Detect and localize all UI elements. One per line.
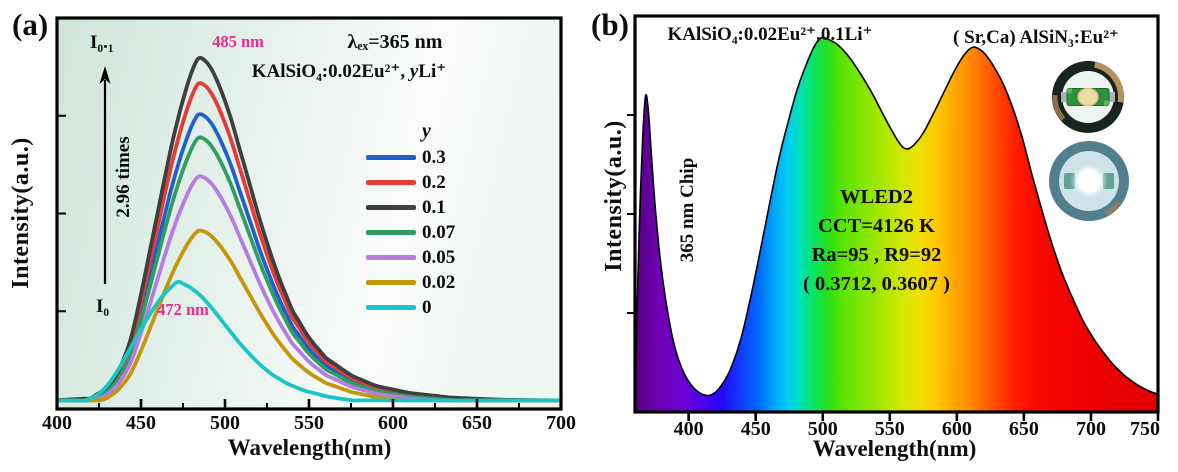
peak-472nm-annotation: 472 nm xyxy=(157,300,209,319)
legend-swatch xyxy=(366,280,416,285)
panel-b-x-axis-title: Wavelength(nm) xyxy=(812,436,977,461)
legend-item: 0.3 xyxy=(366,145,455,170)
uv-chip-label: 365 nm Chip xyxy=(677,157,699,263)
x-tick-label: 600 xyxy=(378,412,408,434)
compound-formula-text: KAlSiO₄:0.02Eu²⁺, yLi⁺ xyxy=(246,61,452,83)
panel-a-y-axis-title: Intensity(a.u.) xyxy=(8,137,35,289)
legend-item: 0.07 xyxy=(366,220,455,245)
legend-label: 0.05 xyxy=(422,246,456,268)
panel-b-plot xyxy=(627,14,1160,421)
x-tick-label: 650 xyxy=(462,412,492,434)
legend-label: 0.1 xyxy=(422,196,446,218)
panel-a-frame xyxy=(55,16,563,411)
x-tick-label: 700 xyxy=(546,412,576,434)
wled-cct: CCT=4126 K xyxy=(817,215,936,237)
legend-swatch xyxy=(366,180,416,185)
compound-prefix: KAlSiO₄:0.02Eu²⁺, xyxy=(251,61,410,82)
x-tick-label: 500 xyxy=(210,412,240,434)
legend-label: 0.2 xyxy=(422,171,446,193)
x-tick-label: 400 xyxy=(42,412,72,434)
compound-y: y xyxy=(409,61,419,82)
compound-suffix: Li⁺ xyxy=(418,61,447,82)
wled-off-photo xyxy=(1052,61,1124,133)
wled-spectrum-area xyxy=(635,37,1158,412)
red-phosphor-label: ( Sr,Ca) AlSiN₃:Eu²⁺ xyxy=(953,27,1119,48)
legend-item: 0.2 xyxy=(366,170,455,195)
legend-label: 0.3 xyxy=(422,146,446,168)
x-tick-label: 600 xyxy=(941,418,972,440)
intensity-I01-label: I₀.₁ xyxy=(90,32,114,53)
wled-on-photo xyxy=(1049,141,1129,221)
wled-info-block: WLED2 CCT=4126 K Ra=95 , R9=92 ( 0.3712,… xyxy=(754,183,999,299)
x-tick-label: 400 xyxy=(673,418,704,440)
enhancement-arrow xyxy=(99,66,111,284)
x-tick-label: 550 xyxy=(874,418,905,440)
panel-a-label: (a) xyxy=(12,7,49,42)
legend-swatch xyxy=(366,255,416,260)
x-tick-label: 650 xyxy=(1008,418,1039,440)
panel-a-x-axis-title: Wavelength(nm) xyxy=(227,435,392,460)
wled-cri: Ra=95 , R9=92 xyxy=(811,244,942,266)
panel-a-plot xyxy=(55,16,563,411)
wled-spectrum-outline xyxy=(635,36,1158,397)
x-tick-label: 450 xyxy=(126,412,156,434)
legend-item: 0.02 xyxy=(366,270,455,295)
panel-b-y-axis-title: Intensity(a.u.) xyxy=(601,120,628,272)
legend-item: 0.1 xyxy=(366,195,455,220)
legend-label: 0 xyxy=(422,296,432,318)
panel-b-frame xyxy=(633,14,1160,414)
legend-label: 0.07 xyxy=(422,221,456,243)
wled-cie-coordinates: ( 0.3712, 0.3607 ) xyxy=(803,273,950,295)
excitation-wavelength-text: λₑₓ=365 nm xyxy=(347,31,443,53)
cyan-phosphor-label: KAlSiO₄:0.02Eu²⁺,0.1Li⁺ xyxy=(667,24,873,45)
peak-485nm-annotation: 485 nm xyxy=(212,32,264,51)
intensity-I0-label: I₀ xyxy=(96,296,110,317)
x-tick-label: 500 xyxy=(807,418,838,440)
panel-b-label: (b) xyxy=(591,7,629,42)
legend-title: y xyxy=(422,120,431,142)
legend-swatch xyxy=(366,305,416,310)
panel-b: (b) Intensity(a.u.) Wavelength(nm) KAlSi… xyxy=(589,0,1178,472)
panel-a: (a) Intensity(a.u.) Wavelength(nm) 485 n… xyxy=(8,7,576,460)
legend-swatch xyxy=(366,155,416,160)
legend-item: 0 xyxy=(366,295,455,320)
legend: y 0.3 0.2 0.1 0.07 0.05 0.02 0 xyxy=(366,120,455,320)
x-tick-label: 450 xyxy=(740,418,771,440)
legend-swatch xyxy=(366,230,416,235)
enhancement-ratio-text: 2.96 times xyxy=(113,136,135,218)
x-tick-label: 550 xyxy=(294,412,324,434)
x-tick-label: 700 xyxy=(1075,418,1106,440)
legend-label: 0.02 xyxy=(422,271,456,293)
legend-swatch xyxy=(366,205,416,210)
legend-item: 0.05 xyxy=(366,245,455,270)
x-tick-label: 750 xyxy=(1130,418,1160,440)
wled-name: WLED2 xyxy=(840,186,913,208)
